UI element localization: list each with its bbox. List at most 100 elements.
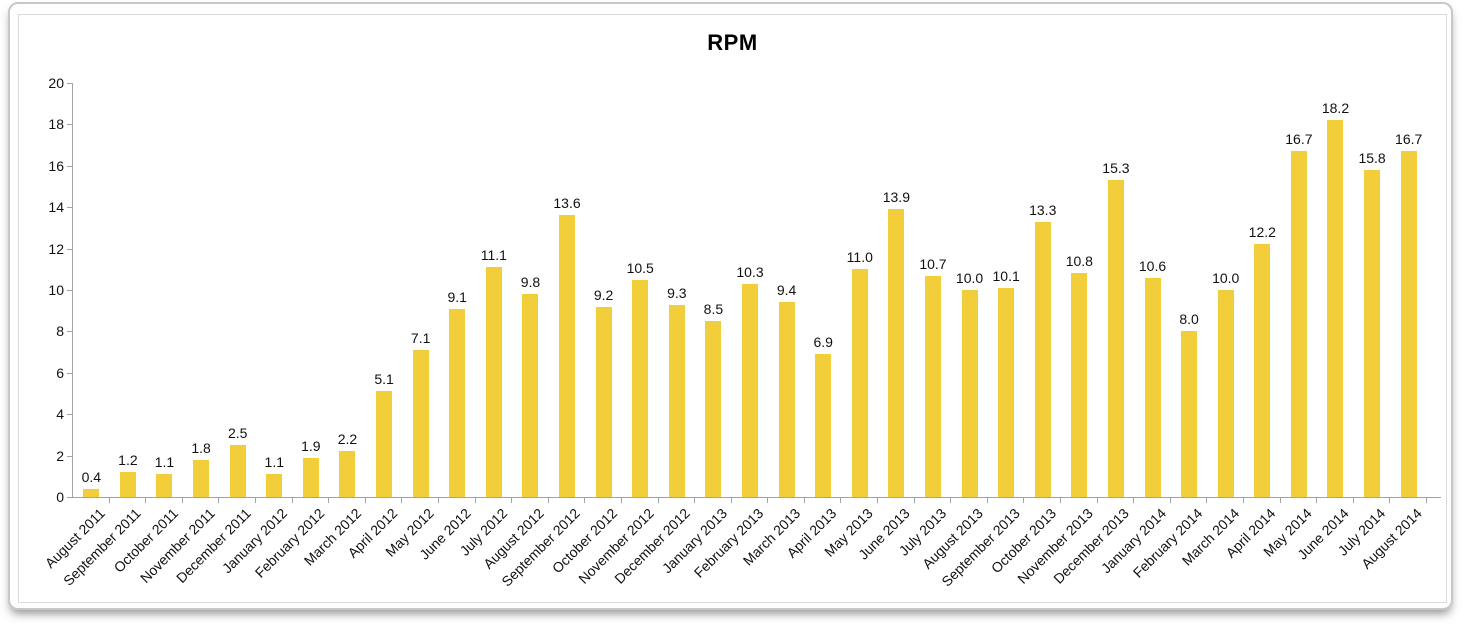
bar-column: 1.8 [183, 83, 220, 503]
x-axis-tick [181, 498, 183, 503]
bar [559, 215, 576, 497]
bar-value-label: 11.0 [846, 249, 873, 266]
bar-column: 6.9 [805, 83, 842, 503]
y-axis-tick [67, 455, 72, 457]
bar-column: 1.1 [256, 83, 293, 503]
x-axis-tick [840, 498, 842, 503]
bar-value-label: 13.9 [882, 189, 910, 206]
bar [193, 459, 210, 497]
x-axis-tick [1206, 498, 1208, 503]
bar-column: 10.0 [951, 83, 988, 503]
bar [1400, 151, 1417, 497]
x-axis-tick [364, 498, 366, 503]
x-axis-tick [803, 498, 805, 503]
bar-column: 15.8 [1354, 83, 1391, 503]
bar-column: 9.8 [512, 83, 549, 503]
bar-value-label: 16.7 [1395, 131, 1423, 148]
x-axis-tick [1352, 498, 1354, 503]
bar-column: 9.1 [439, 83, 476, 503]
bar-column: 9.4 [768, 83, 805, 503]
x-axis-tick [694, 498, 696, 503]
x-axis-tick [730, 498, 732, 503]
bar-value-label: 10.8 [1065, 253, 1093, 270]
bar-value-label: 5.1 [374, 371, 394, 388]
bar-column: 16.7 [1281, 83, 1318, 503]
bar-value-label: 9.1 [447, 288, 467, 305]
bar-value-label: 10.0 [955, 270, 984, 286]
y-axis-label: 0 [56, 489, 64, 505]
y-axis-label: 20 [48, 75, 64, 91]
x-axis-line [72, 497, 1441, 498]
x-axis-tick [877, 498, 879, 503]
bar [1144, 277, 1161, 497]
bar [668, 304, 685, 497]
x-axis-tick [584, 498, 586, 503]
y-axis-tick [67, 414, 72, 416]
bar [998, 287, 1015, 497]
bar-value-label: 1.9 [301, 437, 321, 454]
bar-value-label: 9.2 [593, 286, 614, 303]
bar [888, 209, 905, 497]
bar [1290, 151, 1307, 497]
y-axis-tick [67, 83, 72, 84]
bar [522, 294, 539, 497]
x-axis-tick [1243, 498, 1244, 503]
bar [961, 290, 978, 497]
bar [266, 474, 283, 497]
bar-column: 2.5 [219, 83, 256, 503]
bar [1107, 180, 1124, 497]
y-axis-line [72, 83, 73, 498]
x-axis-tick [547, 498, 549, 503]
bar-column: 10.5 [622, 83, 659, 503]
bar [339, 451, 356, 497]
bars-container: 0.4 1.2 1.1 1.8 2.5 1.1 1.9 2.2 5.1 7.1 9.1 11.1 9.8… [73, 83, 1427, 503]
chart-canvas [18, 14, 1447, 603]
bar [1327, 120, 1344, 497]
y-axis-tick [67, 497, 72, 498]
bar-value-label: 2.2 [337, 431, 358, 448]
bar-column: 2.2 [329, 83, 366, 503]
bar [302, 457, 319, 497]
bar-value-label: 8.0 [1179, 311, 1199, 328]
x-axis-tick [218, 498, 220, 503]
bar-value-label: 11.1 [480, 247, 507, 264]
bar-value-label: 16.7 [1285, 131, 1313, 148]
bar-value-label: 15.3 [1102, 160, 1130, 177]
y-axis-label: 6 [56, 364, 64, 381]
bar-value-label: 13.6 [553, 195, 581, 212]
bar-column: 13.3 [1024, 83, 1062, 503]
x-axis-tick [1169, 498, 1171, 503]
bar-value-label: 8.5 [703, 301, 724, 318]
bar [1034, 221, 1051, 497]
x-axis-tick [401, 498, 403, 503]
bar-value-label: 1.8 [191, 439, 211, 456]
bar-column: 8.0 [1171, 83, 1208, 503]
bar-value-label: 10.3 [736, 263, 764, 280]
y-axis-label: 4 [56, 406, 64, 423]
x-axis-tick [254, 498, 256, 503]
bar-column: 5.1 [366, 83, 403, 503]
x-axis-tick [1316, 498, 1318, 503]
bar [705, 321, 722, 497]
y-axis-tick [67, 124, 72, 126]
bar-column: 10.6 [1134, 83, 1171, 503]
bar [83, 488, 100, 497]
bar-column: 8.5 [695, 83, 732, 503]
bar [229, 445, 246, 497]
y-axis-tick [67, 372, 72, 374]
bar-value-label: 6.9 [813, 334, 833, 351]
bar-value-label: 18.2 [1321, 100, 1350, 117]
bar-column: 0.4 [73, 83, 110, 503]
bar-column: 10.7 [915, 83, 952, 503]
bar-column: 16.7 [1390, 83, 1427, 503]
bar [412, 350, 429, 497]
bar [851, 269, 868, 497]
x-axis-tick [291, 498, 293, 503]
y-axis-label: 8 [56, 323, 64, 340]
bar [595, 306, 612, 497]
bar [156, 474, 173, 497]
bar-value-label: 9.8 [520, 274, 541, 291]
bar-column: 9.2 [585, 83, 622, 503]
y-axis-label: 18 [48, 116, 64, 133]
